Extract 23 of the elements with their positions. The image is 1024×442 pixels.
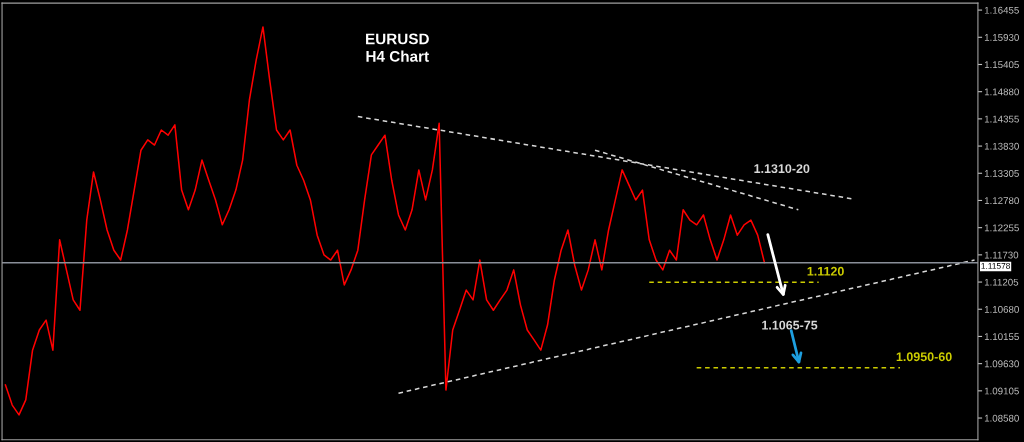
- y-tick-label: 1.12780: [984, 197, 1019, 205]
- series-label: 1.1120: [807, 266, 844, 276]
- y-tick-label: 1.15930: [984, 34, 1019, 41]
- y-tick-label: 1.14355: [984, 115, 1019, 123]
- y-tick-label: 1.16455: [984, 6, 1019, 14]
- y-tick-label: 1.15405: [984, 61, 1019, 69]
- y-tick-label: 1.11730: [984, 251, 1019, 259]
- y-tick-label: 1.14880: [984, 88, 1019, 96]
- series-label: 1.0950-60: [896, 352, 952, 362]
- text: H4 Chart: [366, 50, 429, 62]
- y-tick-label: 1.09105: [984, 387, 1019, 395]
- text: EURUSD: [366, 33, 429, 45]
- y-tick-label: 1.10155: [984, 333, 1019, 341]
- y-tick-label: 1.10680: [984, 305, 1019, 313]
- series-label: 1.1065-75: [762, 320, 818, 330]
- ref-line-label: 1.11578: [981, 262, 1010, 269]
- y-tick-label: 1.11205: [984, 278, 1019, 286]
- series-label: 1.1310-20: [754, 164, 810, 174]
- y-tick-label: 1.13830: [984, 142, 1019, 150]
- y-tick-label: 1.08580: [984, 414, 1019, 422]
- y-tick-label: 1.12255: [984, 224, 1019, 232]
- y-tick-label: 1.13305: [984, 170, 1019, 177]
- y-tick-label: 1.09630: [984, 360, 1019, 368]
